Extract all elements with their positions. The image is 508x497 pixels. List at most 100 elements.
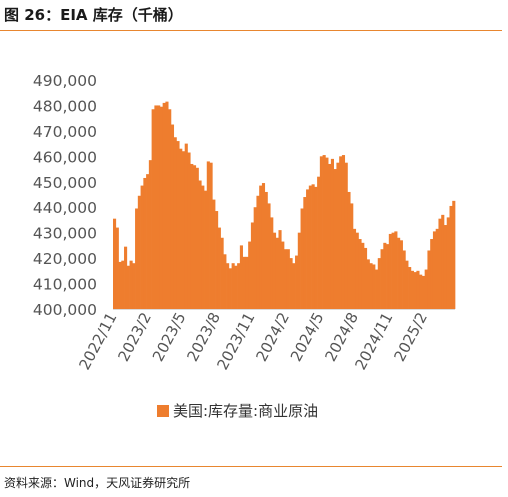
bar xyxy=(446,217,450,309)
legend-swatch xyxy=(157,404,169,417)
bar xyxy=(126,265,130,309)
bar xyxy=(129,260,133,309)
bar xyxy=(234,265,238,309)
bar xyxy=(173,137,177,309)
bar xyxy=(363,247,368,309)
bar xyxy=(212,199,216,309)
bar xyxy=(419,274,423,309)
bar xyxy=(303,197,307,309)
bar xyxy=(330,158,334,309)
bar xyxy=(352,228,357,309)
bar xyxy=(289,258,293,309)
bar xyxy=(410,270,414,309)
bar xyxy=(292,263,296,309)
bar xyxy=(148,160,152,309)
bar xyxy=(231,263,235,309)
bar xyxy=(394,231,398,309)
bar-series xyxy=(113,101,456,310)
bottom-rule xyxy=(0,466,502,467)
bar xyxy=(391,232,395,309)
bar xyxy=(405,260,409,309)
bar xyxy=(319,156,323,309)
bar xyxy=(181,151,186,309)
bar xyxy=(226,263,230,309)
bar xyxy=(336,162,340,309)
bar xyxy=(198,180,202,309)
y-axis: 400,000 410,000 420,000 430,000 440,000 450,0… xyxy=(33,72,97,319)
bar xyxy=(383,242,387,309)
bar xyxy=(430,239,434,309)
x-axis: 2022/112023/22023/52023/82023/112024/220… xyxy=(75,309,431,372)
source-note: 资料来源：Wind，天风证券研究所 xyxy=(4,476,191,490)
bar xyxy=(408,267,412,309)
bar xyxy=(206,161,210,309)
bar xyxy=(286,249,290,309)
bar xyxy=(184,143,188,309)
y-tick-label: 440,000 xyxy=(33,199,97,217)
bar xyxy=(325,157,329,309)
bar xyxy=(220,237,224,309)
bar xyxy=(261,183,266,309)
bar xyxy=(416,270,420,309)
bar xyxy=(209,162,213,309)
bar xyxy=(369,263,373,309)
bar xyxy=(253,207,257,309)
bar xyxy=(344,162,348,309)
bar xyxy=(350,203,354,309)
bar xyxy=(146,174,150,309)
bar xyxy=(347,191,351,309)
top-rule xyxy=(0,30,502,31)
bar xyxy=(333,169,337,309)
bar xyxy=(256,195,260,309)
bar xyxy=(151,109,155,309)
bar xyxy=(372,264,376,309)
y-tick-label: 480,000 xyxy=(33,97,97,115)
bar xyxy=(435,228,439,309)
bar xyxy=(270,217,274,309)
bar xyxy=(386,244,390,309)
bar xyxy=(421,275,426,309)
bar xyxy=(358,239,362,309)
bar xyxy=(201,185,205,309)
bar xyxy=(192,165,197,309)
bar xyxy=(204,190,208,309)
bar xyxy=(284,249,288,309)
bar xyxy=(115,227,119,309)
bar xyxy=(449,205,453,309)
bar xyxy=(388,233,392,309)
legend: 美国:库存量:商业原油 xyxy=(157,400,318,421)
bar xyxy=(397,237,401,309)
bar xyxy=(380,249,384,309)
bar xyxy=(272,232,277,309)
bar xyxy=(228,268,232,309)
bar xyxy=(322,155,326,309)
bar xyxy=(124,246,128,309)
bar xyxy=(306,189,310,309)
bar xyxy=(245,256,249,309)
bar xyxy=(275,237,279,309)
y-tick-label: 460,000 xyxy=(33,148,97,166)
y-tick-label: 410,000 xyxy=(33,276,97,294)
bar xyxy=(239,245,243,309)
legend-label: 美国:库存量:商业原油 xyxy=(173,402,319,420)
bar xyxy=(297,232,301,309)
bar xyxy=(157,105,161,309)
bar xyxy=(190,163,194,309)
chart-area: 400,000 410,000 420,000 430,000 440,000 450,0… xyxy=(33,72,456,373)
bar xyxy=(187,152,191,309)
bar xyxy=(278,230,282,309)
bar xyxy=(295,255,299,309)
y-tick-label: 490,000 xyxy=(33,72,97,90)
bar xyxy=(135,208,139,309)
bar xyxy=(159,106,163,309)
bar xyxy=(341,155,346,309)
bar xyxy=(438,218,442,309)
bar xyxy=(339,156,343,309)
bar xyxy=(441,214,445,309)
bar xyxy=(375,269,379,309)
y-tick-label: 420,000 xyxy=(33,250,97,268)
bar xyxy=(217,227,221,309)
bar xyxy=(267,203,271,309)
bar xyxy=(452,200,456,309)
bar xyxy=(311,184,315,309)
